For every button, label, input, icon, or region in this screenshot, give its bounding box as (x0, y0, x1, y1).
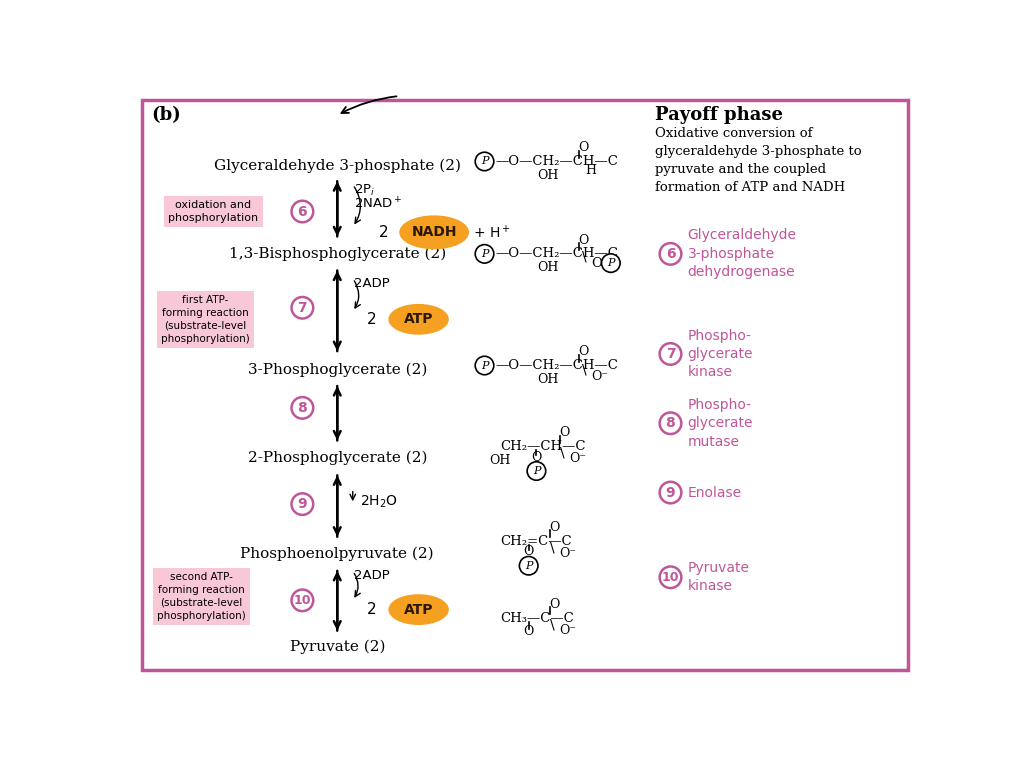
Text: 2NAD$^+$: 2NAD$^+$ (354, 196, 402, 211)
Text: 7: 7 (298, 301, 307, 315)
Text: O—: O— (592, 257, 615, 270)
Circle shape (475, 356, 494, 375)
Text: 10: 10 (294, 594, 311, 607)
Text: Oxidative conversion of
glyceraldehyde 3-phosphate to
pyruvate and the coupled
f: Oxidative conversion of glyceraldehyde 3… (655, 127, 861, 194)
Text: \: \ (583, 249, 587, 263)
Text: Glyceraldehyde
3-phosphate
dehydrogenase: Glyceraldehyde 3-phosphate dehydrogenase (687, 228, 797, 280)
Text: 2: 2 (368, 312, 377, 327)
Text: O: O (549, 521, 559, 534)
Text: 2P$_i$: 2P$_i$ (354, 184, 376, 198)
Ellipse shape (388, 594, 449, 625)
Text: OH: OH (538, 261, 559, 274)
Text: second ATP-
forming reaction
(substrate-level
phosphorylation): second ATP- forming reaction (substrate-… (158, 572, 246, 621)
Text: OH: OH (538, 169, 559, 182)
Text: ATP: ATP (403, 313, 433, 326)
Text: 10: 10 (662, 571, 679, 584)
Text: 2ADP: 2ADP (354, 276, 390, 290)
Text: + H$^+$: + H$^+$ (473, 223, 510, 241)
Text: O: O (579, 141, 589, 154)
Text: \: \ (560, 445, 565, 459)
Text: NADH: NADH (412, 225, 457, 240)
Text: 2: 2 (379, 225, 388, 240)
Text: O: O (523, 545, 534, 558)
Text: first ATP-
forming reaction
(substrate-level
phosphorylation): first ATP- forming reaction (substrate-l… (161, 295, 250, 343)
Text: 6: 6 (666, 247, 675, 261)
Text: 3-Phosphoglycerate (2): 3-Phosphoglycerate (2) (248, 362, 427, 376)
Circle shape (292, 200, 313, 222)
Circle shape (659, 482, 681, 503)
Text: 9: 9 (666, 485, 675, 499)
Circle shape (519, 557, 538, 575)
Text: O: O (549, 598, 559, 611)
Text: Payoff phase: Payoff phase (655, 106, 783, 124)
Circle shape (475, 152, 494, 170)
Text: O: O (531, 451, 542, 464)
Text: 2ADP: 2ADP (354, 569, 390, 582)
Text: P: P (607, 258, 614, 268)
Text: 9: 9 (298, 497, 307, 511)
Text: P: P (525, 561, 532, 571)
Circle shape (659, 343, 681, 365)
Text: 2H$_2$O: 2H$_2$O (360, 494, 398, 510)
Ellipse shape (399, 215, 469, 250)
Text: O⁻: O⁻ (592, 369, 608, 382)
Text: O: O (523, 625, 534, 638)
Text: 6: 6 (298, 204, 307, 219)
Text: O: O (559, 426, 569, 439)
Text: (b): (b) (152, 106, 181, 124)
Text: O: O (579, 233, 589, 247)
Text: P: P (480, 249, 488, 259)
Circle shape (659, 243, 681, 265)
Text: Pyruvate (2): Pyruvate (2) (290, 640, 385, 654)
Circle shape (659, 567, 681, 588)
Text: —O—CH₂—CH—C: —O—CH₂—CH—C (496, 359, 618, 372)
Text: —O—CH₂—CH—C: —O—CH₂—CH—C (496, 247, 618, 260)
Text: P: P (480, 360, 488, 370)
Text: \: \ (583, 362, 587, 376)
Text: Glyceraldehyde 3-phosphate (2): Glyceraldehyde 3-phosphate (2) (214, 158, 461, 173)
Circle shape (292, 297, 313, 319)
Text: 8: 8 (666, 416, 676, 430)
Text: 7: 7 (666, 347, 675, 361)
Text: OH: OH (489, 454, 511, 467)
Text: P: P (532, 466, 541, 476)
Text: Phospho-
glycerate
kinase: Phospho- glycerate kinase (687, 329, 753, 379)
Text: 8: 8 (298, 401, 307, 415)
Text: OH: OH (538, 373, 559, 386)
Text: CH₂=C—C: CH₂=C—C (500, 535, 571, 548)
Text: O⁻: O⁻ (560, 547, 577, 560)
Text: \: \ (550, 617, 555, 631)
Circle shape (601, 254, 621, 273)
FancyBboxPatch shape (142, 100, 907, 670)
Text: 2-Phosphoglycerate (2): 2-Phosphoglycerate (2) (248, 451, 427, 465)
Text: Phospho-
glycerate
mutase: Phospho- glycerate mutase (687, 398, 753, 449)
Text: \: \ (550, 540, 555, 554)
Text: H: H (585, 164, 596, 177)
Ellipse shape (388, 304, 449, 335)
Text: 2: 2 (368, 602, 377, 617)
Text: Pyruvate
kinase: Pyruvate kinase (687, 561, 750, 594)
Text: —O—CH₂—CH—C: —O—CH₂—CH—C (496, 155, 618, 168)
Text: oxidation and
phosphorylation: oxidation and phosphorylation (168, 200, 258, 223)
Text: P: P (480, 157, 488, 167)
Text: CH₃—C—C: CH₃—C—C (500, 611, 573, 624)
Text: O⁻: O⁻ (569, 452, 587, 465)
Text: ATP: ATP (403, 603, 433, 617)
Text: 1,3-Bisphosphoglycerate (2): 1,3-Bisphosphoglycerate (2) (228, 247, 445, 261)
Text: Enolase: Enolase (687, 485, 741, 499)
Circle shape (292, 493, 313, 515)
Circle shape (292, 397, 313, 419)
Circle shape (475, 245, 494, 263)
Circle shape (292, 590, 313, 611)
Text: O: O (579, 345, 589, 358)
Circle shape (527, 462, 546, 480)
Text: O⁻: O⁻ (560, 624, 577, 637)
Text: Phosphoenolpyruvate (2): Phosphoenolpyruvate (2) (241, 547, 434, 561)
Circle shape (659, 412, 681, 434)
Text: CH₂—CH—C: CH₂—CH—C (500, 440, 586, 453)
